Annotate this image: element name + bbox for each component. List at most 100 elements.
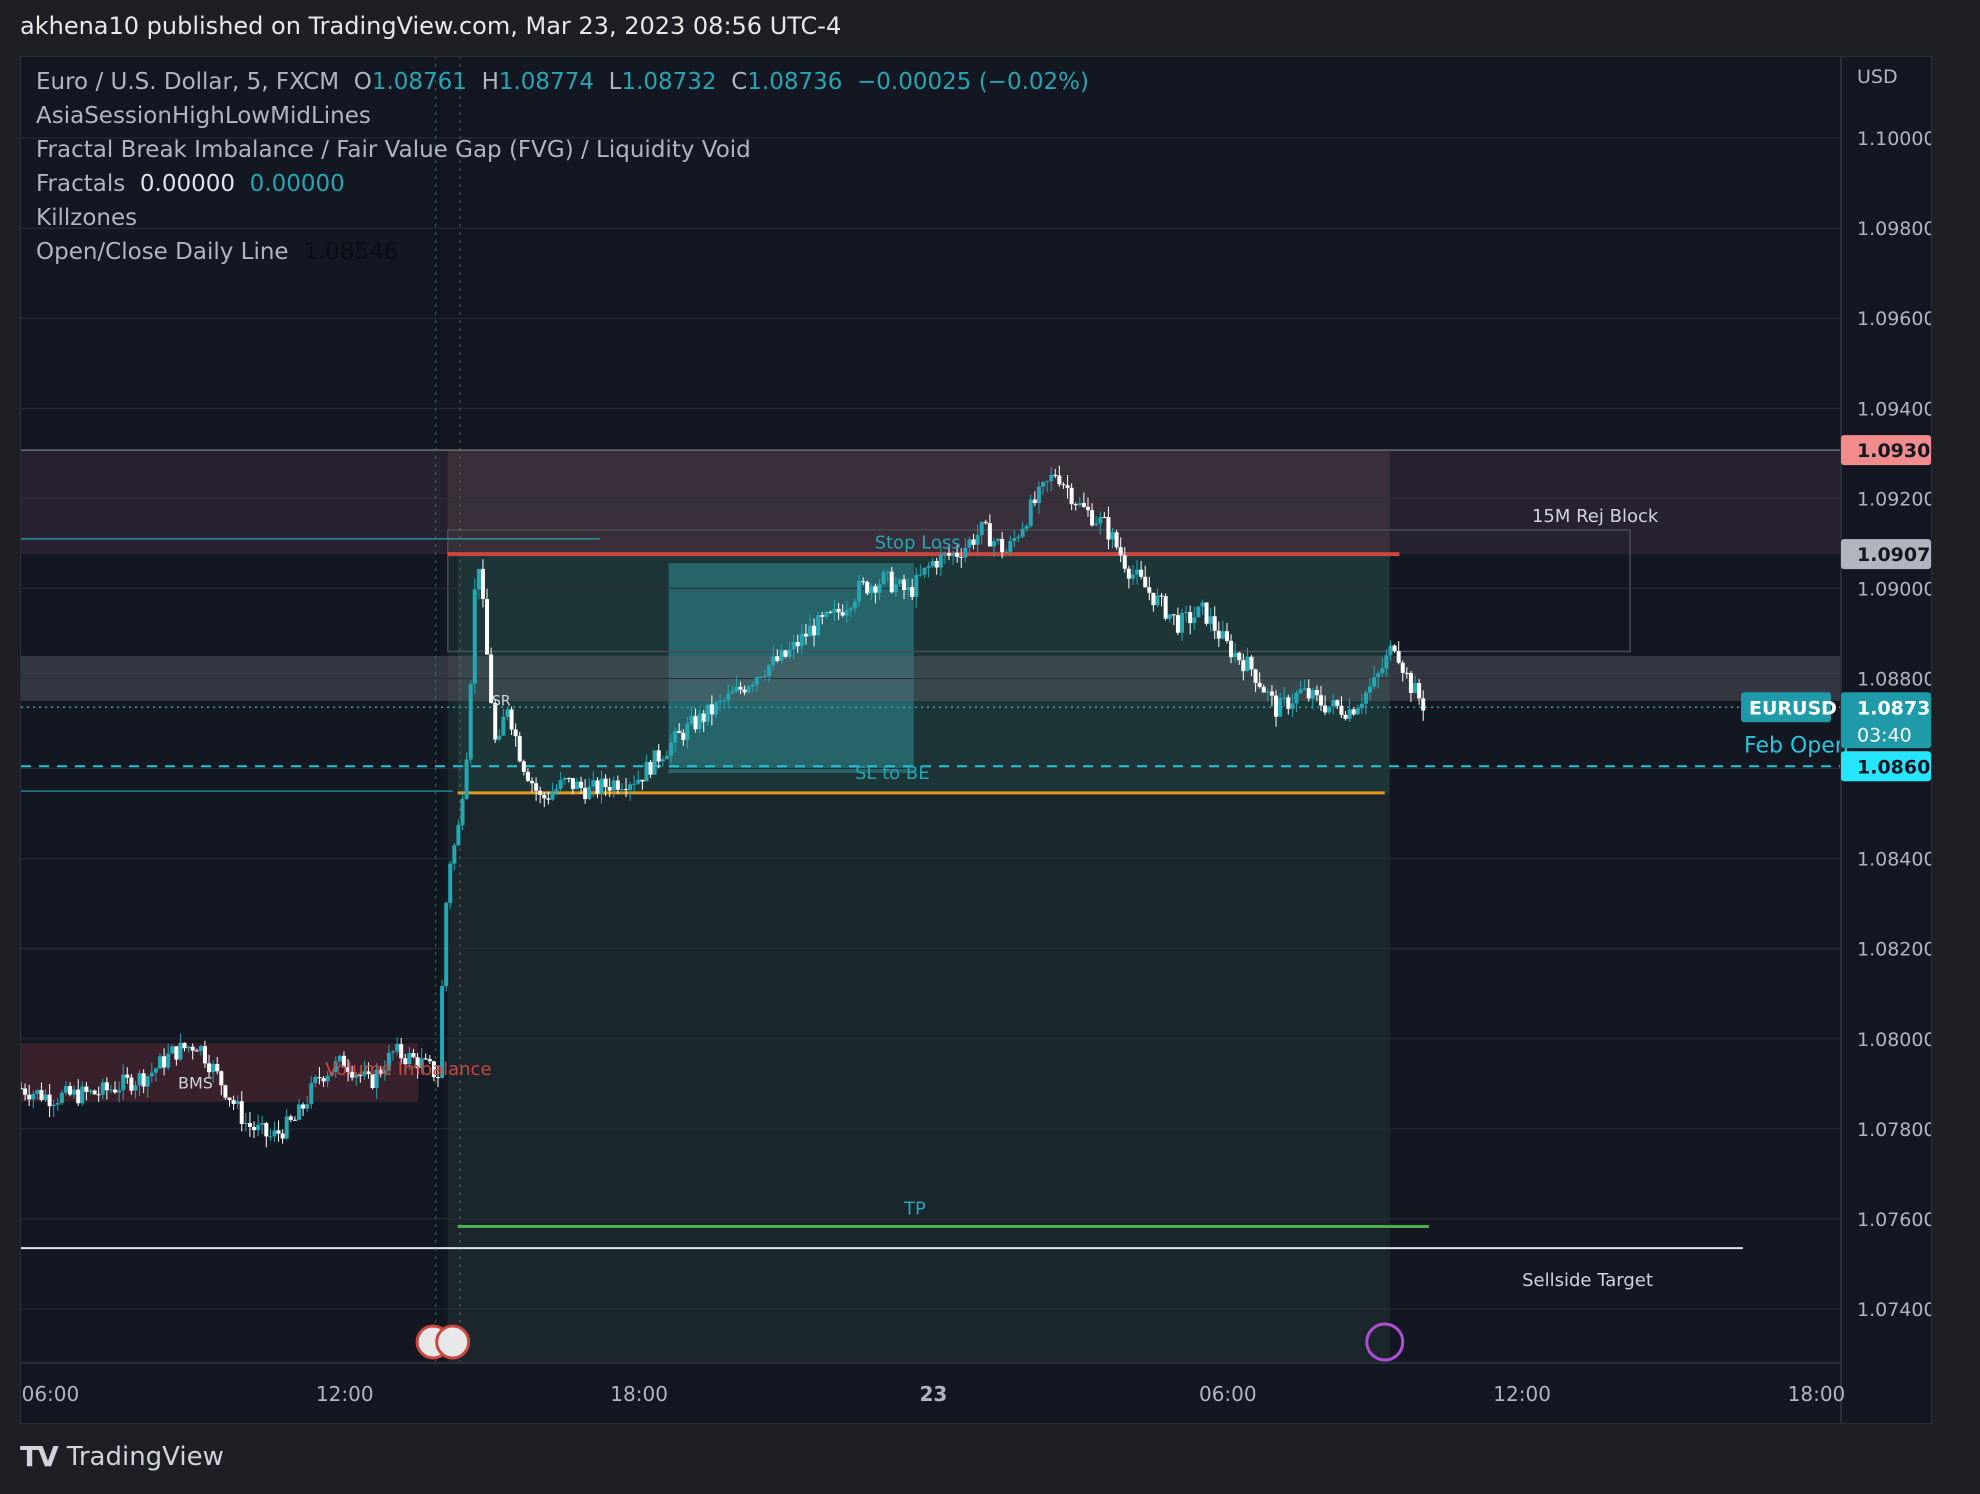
candle-body <box>942 553 947 555</box>
candle-body <box>832 608 837 613</box>
candle-body <box>472 589 477 684</box>
candle-body <box>742 689 747 693</box>
candle-body <box>750 684 755 687</box>
candle-body <box>893 584 898 593</box>
candle-body <box>1347 709 1352 719</box>
candle-body <box>1118 547 1123 556</box>
indicator-killzones[interactable]: Killzones <box>36 205 138 231</box>
candle-body <box>252 1126 257 1131</box>
candle-body <box>513 729 518 737</box>
candle-body <box>664 755 669 760</box>
candle-body <box>149 1072 154 1077</box>
candle-body <box>272 1130 277 1137</box>
price-chart[interactable]: Stop Loss SL to BE TP 15M Rej Block Sellside… <box>21 57 1931 1423</box>
candle-body <box>21 1088 23 1090</box>
candle-body <box>1396 651 1401 663</box>
candle-body <box>1180 612 1185 633</box>
candle-body <box>963 547 968 558</box>
indicator-fvg[interactable]: Fractal Break Imbalance / Fair Value Gap… <box>36 137 751 163</box>
candle-body <box>538 790 543 795</box>
candle-body <box>415 1057 420 1069</box>
candle-body <box>1253 669 1258 683</box>
sl-to-be-label: SL to BE <box>855 763 930 784</box>
legend-symbol-row[interactable]: Euro / U.S. Dollar, 5, FXCM O1.08761 H1.… <box>36 69 1089 95</box>
candle-body <box>987 523 992 547</box>
candle-body <box>1294 692 1299 704</box>
candle-body <box>1065 485 1070 488</box>
candle-body <box>108 1089 113 1091</box>
indicator-fractals[interactable]: Fractals 0.00000 0.00000 <box>36 171 345 197</box>
candle-body <box>1302 688 1307 690</box>
candle-body <box>914 574 919 597</box>
x-tick-label-3: 23 <box>920 1382 948 1406</box>
candle-body <box>493 702 498 740</box>
legend-close: 1.08736 <box>747 69 843 95</box>
candle-body <box>292 1119 297 1121</box>
candle-body <box>1245 656 1250 672</box>
candle-body <box>615 780 620 790</box>
candle-body <box>1335 700 1340 706</box>
candle-body <box>1069 487 1074 505</box>
x-tick-label-6: 18:00 <box>1788 1382 1846 1406</box>
candle-body <box>824 611 829 617</box>
candle-body <box>1135 569 1140 575</box>
candle-body <box>591 780 596 787</box>
candle-body <box>697 713 702 730</box>
candle-body <box>734 686 739 692</box>
candle-body <box>104 1082 109 1091</box>
candle-body <box>468 683 473 760</box>
candle-body <box>1286 697 1291 709</box>
candle-body <box>799 633 804 647</box>
footer: TV TradingView <box>20 1440 224 1473</box>
candle-body <box>423 1058 428 1060</box>
legend-symbol[interactable]: Euro / U.S. Dollar, 5, FXCM <box>36 69 340 95</box>
candle-body <box>971 539 976 545</box>
candle-body <box>1061 484 1066 486</box>
candle-body <box>1045 481 1050 483</box>
y-tick-label-4: 1.09200 <box>1857 488 1931 510</box>
candle-body <box>628 784 633 791</box>
candle-body <box>444 902 449 987</box>
candle-body <box>370 1073 375 1088</box>
candle-body <box>889 571 894 593</box>
candle-body <box>460 798 465 825</box>
candle-body <box>231 1099 236 1104</box>
candle-body <box>603 778 608 788</box>
indicator-asia-session[interactable]: AsiaSessionHighLowMidLines <box>36 103 371 129</box>
candle-body <box>930 561 935 567</box>
candle-body <box>525 771 530 781</box>
volume-imbalance-label: Volume Imbalance <box>325 1059 491 1080</box>
candle-body <box>906 587 911 591</box>
candle-body <box>902 579 907 591</box>
candle-body <box>1408 672 1413 693</box>
candle-body <box>1098 516 1103 524</box>
candle-body <box>1004 551 1009 553</box>
indicator-open-close-daily[interactable]: Open/Close Daily Line 1.08546 <box>36 239 398 265</box>
candle-body <box>1421 698 1426 711</box>
candle-body <box>129 1077 134 1091</box>
candle-body <box>726 693 731 701</box>
candle-body <box>562 778 567 780</box>
candle-body <box>632 783 637 785</box>
candle-body <box>611 780 616 791</box>
candle-body <box>431 1061 436 1078</box>
price-label-0: 1.09307 <box>1857 440 1931 462</box>
y-tick-label-12: 1.07600 <box>1857 1209 1931 1231</box>
candle-body <box>1298 689 1303 693</box>
candle-body <box>141 1073 146 1087</box>
candle-body <box>427 1058 432 1062</box>
chart-panel[interactable]: Stop Loss SL to BE TP 15M Rej Block Sellside… <box>20 56 1932 1424</box>
risk-zone <box>447 450 1390 555</box>
candle-body <box>1265 691 1270 693</box>
countdown-label: 03:40 <box>1857 724 1912 746</box>
candle-body <box>607 787 612 791</box>
candle-body <box>1310 690 1315 699</box>
candle-body <box>1224 631 1229 641</box>
open-close-value: 1.08546 <box>303 239 399 265</box>
candle-body <box>1085 506 1090 511</box>
candle-body <box>157 1056 162 1069</box>
candle-body <box>1282 697 1287 699</box>
candle-body <box>885 571 890 573</box>
candle-body <box>358 1074 363 1076</box>
y-tick-label-6: 1.08800 <box>1857 668 1931 690</box>
